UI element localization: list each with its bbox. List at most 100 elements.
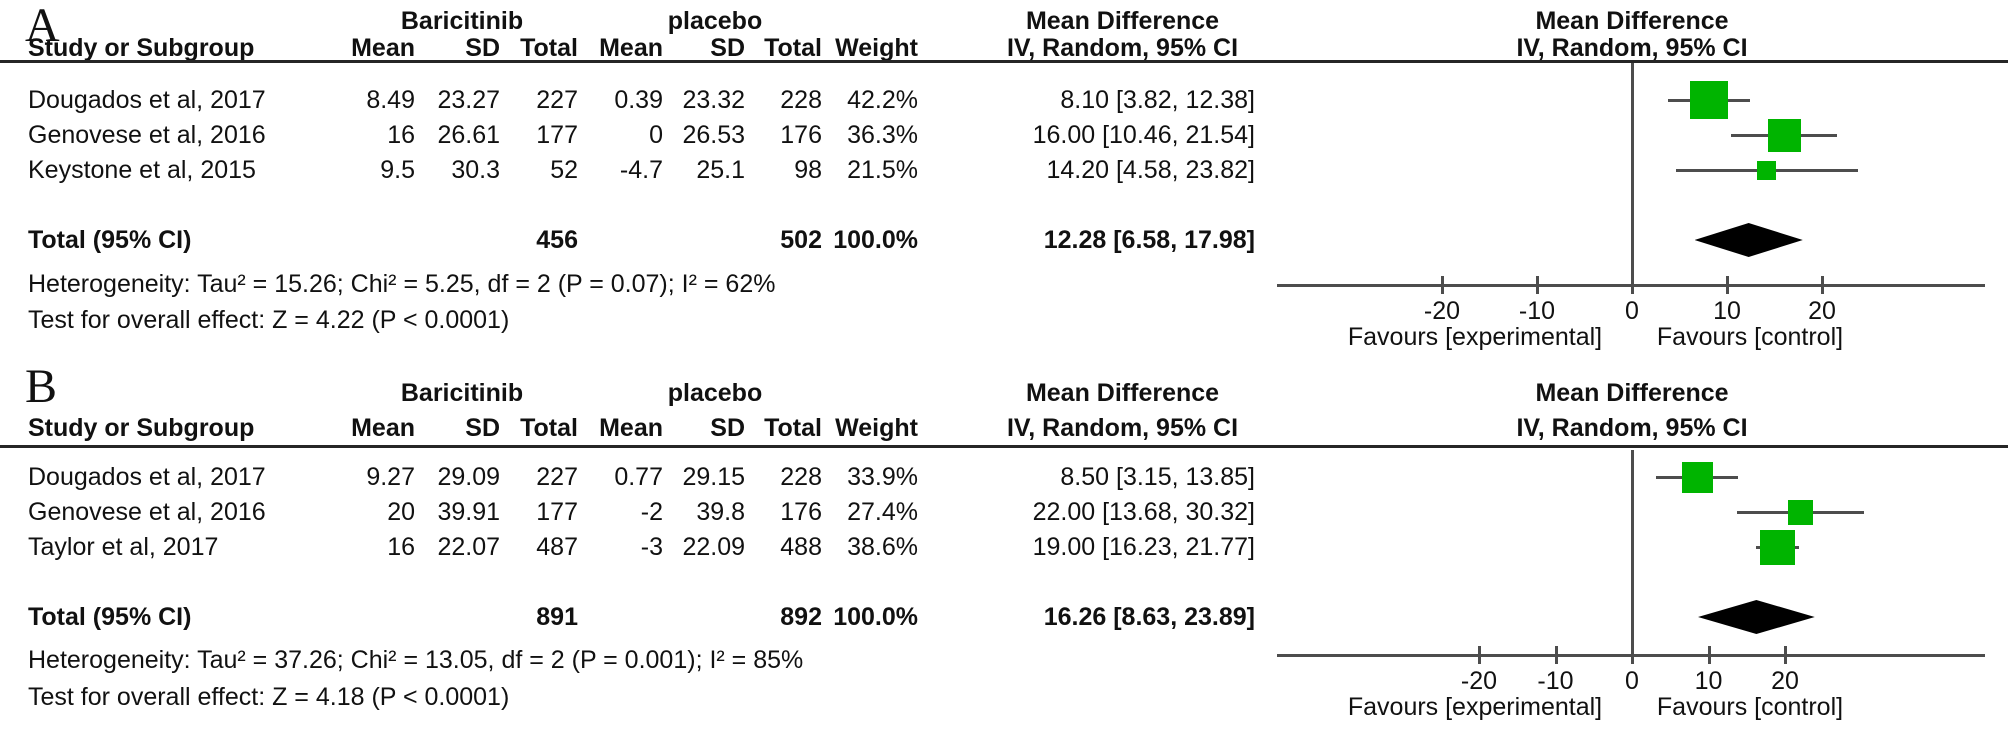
column-header-exp-sd: SD [465, 34, 500, 62]
effect-header-plot-line2: IV, Random, 95% CI [1516, 414, 1748, 442]
cell-exp-sd: 39.91 [437, 498, 500, 526]
cell-ctl-mean: -2 [640, 498, 663, 526]
axis-tick [1631, 646, 1634, 664]
study-row: Genovese et al, 2016 16 26.61 177 0 26.5… [0, 120, 2008, 150]
axis-tick-label: -20 [1460, 667, 1498, 695]
total-ctl-total: 892 [780, 603, 822, 631]
cell-ctl-mean: 0 [649, 121, 663, 149]
total-ci-label: 12.28 [6.58, 17.98] [1043, 226, 1255, 254]
study-name: Genovese et al, 2016 [28, 121, 266, 149]
heterogeneity-note: Heterogeneity: Tau² = 15.26; Chi² = 5.25… [28, 270, 776, 298]
cell-ctl-sd: 25.1 [696, 156, 745, 184]
panel-label-b: B [25, 360, 58, 413]
cell-exp-mean: 8.49 [366, 86, 415, 114]
cell-exp-total: 487 [536, 533, 578, 561]
study-name: Dougados et al, 2017 [28, 463, 266, 491]
effect-header-plot-line1: Mean Difference [1535, 7, 1729, 35]
axis-tick [1478, 646, 1481, 664]
cell-ctl-total: 228 [780, 86, 822, 114]
axis-tick-label: 20 [1808, 297, 1836, 325]
total-ci-label: 16.26 [8.63, 23.89] [1043, 603, 1255, 631]
total-ctl-total: 502 [780, 226, 822, 254]
study-row: Keystone et al, 2015 9.5 30.3 52 -4.7 25… [0, 155, 2008, 185]
column-header-row-a: Study or Subgroup Mean SD Total Mean SD … [0, 33, 2008, 63]
cell-ctl-mean: -3 [640, 533, 663, 561]
effect-square-marker [1767, 118, 1801, 152]
column-header-ctl-mean: Mean [599, 414, 663, 442]
effect-square-marker [1681, 461, 1713, 493]
cell-exp-mean: 9.5 [380, 156, 415, 184]
cell-ctl-total: 488 [780, 533, 822, 561]
cell-weight: 21.5% [847, 156, 918, 184]
study-row: Genovese et al, 2016 20 39.91 177 -2 39.… [0, 497, 2008, 527]
group-header-experimental: Baricitinib [400, 379, 524, 407]
total-row: Total (95% CI) 456 502 100.0% 12.28 [6.5… [0, 225, 2008, 255]
study-name: Keystone et al, 2015 [28, 156, 256, 184]
cell-ctl-total: 176 [780, 498, 822, 526]
column-header-weight: Weight [835, 34, 918, 62]
cell-ctl-sd: 26.53 [682, 121, 745, 149]
group-header-row-b: Baricitinib placebo Mean Difference Mean… [0, 378, 2008, 408]
cell-exp-total: 177 [536, 121, 578, 149]
axis-tick-label: -10 [1537, 667, 1574, 695]
cell-ci-label: 8.50 [3.15, 13.85] [1060, 463, 1255, 491]
axis-tick [1821, 276, 1824, 294]
column-header-ctl-total: Total [764, 414, 822, 442]
axis-tick [1707, 646, 1711, 664]
axis-tick [1784, 646, 1787, 664]
overall-effect-note: Test for overall effect: Z = 4.22 (P < 0… [28, 306, 510, 334]
group-header-experimental: Baricitinib [400, 7, 524, 35]
effect-square-marker [1787, 499, 1813, 525]
cell-ctl-total: 98 [794, 156, 822, 184]
axis-tick-label: 20 [1771, 667, 1799, 695]
axis-tick [1441, 276, 1444, 294]
column-header-row-b: Study or Subgroup Mean SD Total Mean SD … [0, 413, 2008, 443]
cell-exp-total: 227 [536, 463, 578, 491]
cell-ctl-mean: -4.7 [619, 156, 663, 184]
effect-header-plot-line1: Mean Difference [1535, 379, 1729, 407]
axis-tick [1536, 276, 1539, 294]
group-header-control: placebo [667, 379, 763, 407]
study-row: Dougados et al, 2017 9.27 29.09 227 0.77… [0, 462, 2008, 492]
effect-square-marker [1757, 160, 1777, 180]
cell-weight: 33.9% [847, 463, 918, 491]
column-header-exp-mean: Mean [351, 414, 415, 442]
column-header-exp-mean: Mean [351, 34, 415, 62]
cell-exp-sd: 23.27 [437, 86, 500, 114]
column-header-exp-total: Total [520, 34, 578, 62]
cell-ci-label: 22.00 [13.68, 30.32] [1032, 498, 1255, 526]
cell-ctl-mean: 0.39 [614, 86, 663, 114]
column-header-ctl-total: Total [764, 34, 822, 62]
axis-tick-label: 10 [1694, 667, 1723, 695]
column-header-exp-sd: SD [465, 414, 500, 442]
cell-ctl-mean: 0.77 [614, 463, 663, 491]
favours-right-label: Favours [control] [1656, 323, 1844, 351]
cell-ctl-sd: 22.09 [682, 533, 745, 561]
heterogeneity-note: Heterogeneity: Tau² = 37.26; Chi² = 13.0… [28, 646, 804, 674]
total-row: Total (95% CI) 891 892 100.0% 16.26 [8.6… [0, 602, 2008, 632]
group-header-row-a: Baricitinib placebo Mean Difference Mean… [0, 6, 2008, 36]
study-name: Dougados et al, 2017 [28, 86, 266, 114]
cell-exp-total: 52 [550, 156, 578, 184]
column-header-ctl-sd: SD [710, 414, 745, 442]
cell-ci-label: 14.20 [4.58, 23.82] [1046, 156, 1255, 184]
study-name: Genovese et al, 2016 [28, 498, 266, 526]
cell-exp-mean: 16 [387, 121, 415, 149]
cell-ctl-sd: 39.8 [696, 498, 745, 526]
axis-tick-label: 0 [1625, 667, 1639, 695]
column-header-study: Study or Subgroup [28, 34, 255, 62]
cell-ci-label: 19.00 [16.23, 21.77] [1032, 533, 1255, 561]
axis-tick [1631, 276, 1634, 294]
cell-exp-mean: 9.27 [366, 463, 415, 491]
panel-label-a: A [25, 0, 60, 52]
effect-square-marker [1759, 529, 1795, 565]
effect-square-marker [1689, 81, 1728, 119]
cell-exp-mean: 16 [387, 533, 415, 561]
cell-ctl-sd: 29.15 [682, 463, 745, 491]
column-header-ctl-sd: SD [710, 34, 745, 62]
cell-ctl-sd: 23.32 [682, 86, 745, 114]
axis-tick-label: 10 [1713, 297, 1741, 325]
group-header-control: placebo [667, 7, 763, 35]
total-exp-total: 456 [536, 226, 578, 254]
